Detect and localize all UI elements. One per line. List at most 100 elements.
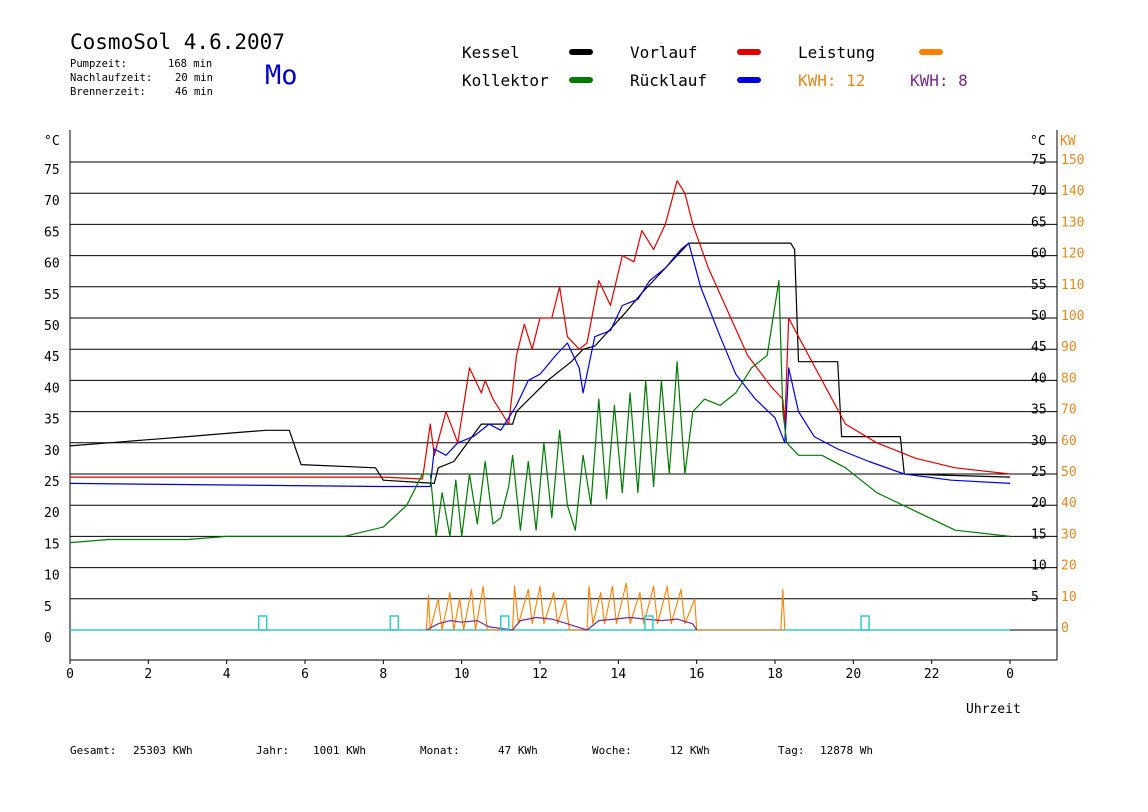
x-tick-label: 20: [846, 667, 862, 682]
stat-label-0: Pumpzeit:: [70, 58, 127, 70]
y-tick-right-kw: 20: [1061, 559, 1077, 574]
x-tick-label: 8: [379, 667, 387, 682]
x-tick-label: 14: [611, 667, 627, 682]
pump-marker: [860, 615, 870, 631]
page-title: CosmoSol 4.6.2007: [70, 30, 285, 54]
footer-woche-label: Woche:: [592, 744, 632, 757]
pump-marker: [389, 615, 400, 631]
y-tick-right-kw: 80: [1061, 371, 1077, 386]
y-tick-left: 70: [44, 194, 60, 209]
y-tick-right-c: 35: [1031, 403, 1047, 418]
y-tick-left: 40: [44, 381, 60, 396]
axes: [69, 130, 1058, 661]
y-tick-right-c: 40: [1031, 371, 1047, 386]
y-axis-right-unit-c: °C: [1030, 134, 1046, 149]
footer-jahr-label: Jahr:: [256, 744, 290, 757]
y-tick-right-kw: 40: [1061, 496, 1077, 511]
y-tick-right-kw: 120: [1061, 247, 1084, 262]
legend-leistung: Leistung: [798, 43, 876, 62]
y-tick-left: 0: [44, 631, 52, 646]
footer-monat-value: 47 KWh: [498, 744, 538, 757]
legend-kwh-purple: KWH: 8: [910, 71, 968, 90]
y-tick-right-c: 10: [1031, 559, 1047, 574]
y-axis-left-ticks: 0 5 10 15 20 25 30 35 40 45 50 55 60 65 70 75: [44, 163, 60, 646]
y-tick-right-c: 70: [1031, 184, 1047, 199]
x-tick-label: 0: [1006, 667, 1014, 682]
y-tick-right-c: 75: [1031, 153, 1047, 168]
y-tick-left: 45: [44, 350, 60, 365]
y-tick-right-c: 5: [1031, 590, 1039, 605]
x-axis-ticks: 0 2 4 6 8 10 12 14 16 18 20 22 0: [66, 660, 1014, 682]
legend-kollektor: Kollektor: [462, 71, 549, 90]
y-tick-right-c: 30: [1031, 434, 1047, 449]
weekday-label: Mo: [265, 60, 298, 91]
y-tick-right-kw: 70: [1061, 403, 1077, 418]
x-tick-label: 16: [689, 667, 705, 682]
y-axis-right-ticks: 5 10 15 20 25 30 35 40 45 50 55 60 65 70 75 0 10 20 30 40 50…: [1031, 153, 1084, 636]
y-tick-right-kw: 140: [1061, 184, 1084, 199]
y-tick-left: 20: [44, 506, 60, 521]
x-tick-label: 2: [144, 667, 152, 682]
x-axis-label: Uhrzeit: [966, 702, 1021, 717]
legend-kwh-orange: KWH: 12: [798, 71, 866, 90]
y-tick-right-c: 15: [1031, 527, 1047, 542]
series-lines: [69, 180, 1057, 631]
series-line-kessel: [69, 242, 1011, 484]
x-tick-label: 18: [767, 667, 783, 682]
y-tick-right-kw: 150: [1061, 153, 1084, 168]
y-axis-right-unit-kw: KW: [1060, 134, 1076, 149]
footer-gesamt-value: 25303 KWh: [133, 744, 193, 757]
y-tick-left: 15: [44, 537, 60, 552]
footer-woche-value: 12 KWh: [670, 744, 710, 757]
grid-lines: [70, 161, 1057, 600]
x-tick-label: 0: [66, 667, 74, 682]
stat-value-0: 168 min: [168, 58, 213, 70]
y-tick-right-kw: 60: [1061, 434, 1077, 449]
y-tick-right-c: 25: [1031, 465, 1047, 480]
footer-monat-label: Monat:: [420, 744, 460, 757]
y-tick-right-kw: 100: [1061, 309, 1084, 324]
x-tick-label: 6: [301, 667, 309, 682]
series-line-kollektor: [69, 280, 1011, 544]
x-tick-label: 12: [532, 667, 548, 682]
y-tick-right-kw: 30: [1061, 527, 1077, 542]
y-tick-right-c: 60: [1031, 247, 1047, 262]
y-tick-left: 55: [44, 288, 60, 303]
y-tick-left: 50: [44, 319, 60, 334]
footer-tag-label: Tag:: [778, 744, 805, 757]
x-tick-label: 22: [924, 667, 940, 682]
y-tick-right-c: 50: [1031, 309, 1047, 324]
legend-swatches: [569, 49, 943, 83]
y-tick-left: 30: [44, 444, 60, 459]
y-tick-left: 65: [44, 225, 60, 240]
y-tick-left: 25: [44, 475, 60, 490]
x-tick-label: 4: [223, 667, 231, 682]
y-tick-right-c: 65: [1031, 215, 1047, 230]
stat-value-2: 46 min: [175, 86, 213, 98]
y-tick-right-kw: 0: [1061, 621, 1069, 636]
series-line-vorlauf: [70, 180, 1011, 480]
y-tick-left: 10: [44, 569, 60, 584]
legend-vorlauf: Vorlauf: [630, 43, 698, 62]
y-tick-right-kw: 110: [1061, 278, 1084, 293]
footer-jahr-value: 1001 KWh: [313, 744, 366, 757]
y-tick-right-c: 20: [1031, 496, 1047, 511]
series-line-leistung: [425, 582, 786, 631]
pump-marker: [257, 615, 268, 631]
series-line-rcklauf: [69, 242, 1011, 488]
y-tick-left: 75: [44, 163, 60, 178]
series-line-leistung-purple: [426, 616, 698, 631]
stat-value-1: 20 min: [175, 72, 213, 84]
y-tick-right-c: 55: [1031, 278, 1047, 293]
y-tick-left: 35: [44, 413, 60, 428]
stat-label-1: Nachlaufzeit:: [70, 72, 153, 84]
y-tick-left: 60: [44, 257, 60, 272]
y-tick-right-c: 45: [1031, 340, 1047, 355]
footer-tag-value: 12878 Wh: [820, 744, 873, 757]
y-tick-right-kw: 10: [1061, 590, 1077, 605]
legend-ruecklauf: Rücklauf: [630, 71, 708, 90]
y-axis-left-unit: °C: [44, 134, 60, 149]
pump-marker: [500, 615, 510, 631]
legend-kessel: Kessel: [462, 43, 520, 62]
